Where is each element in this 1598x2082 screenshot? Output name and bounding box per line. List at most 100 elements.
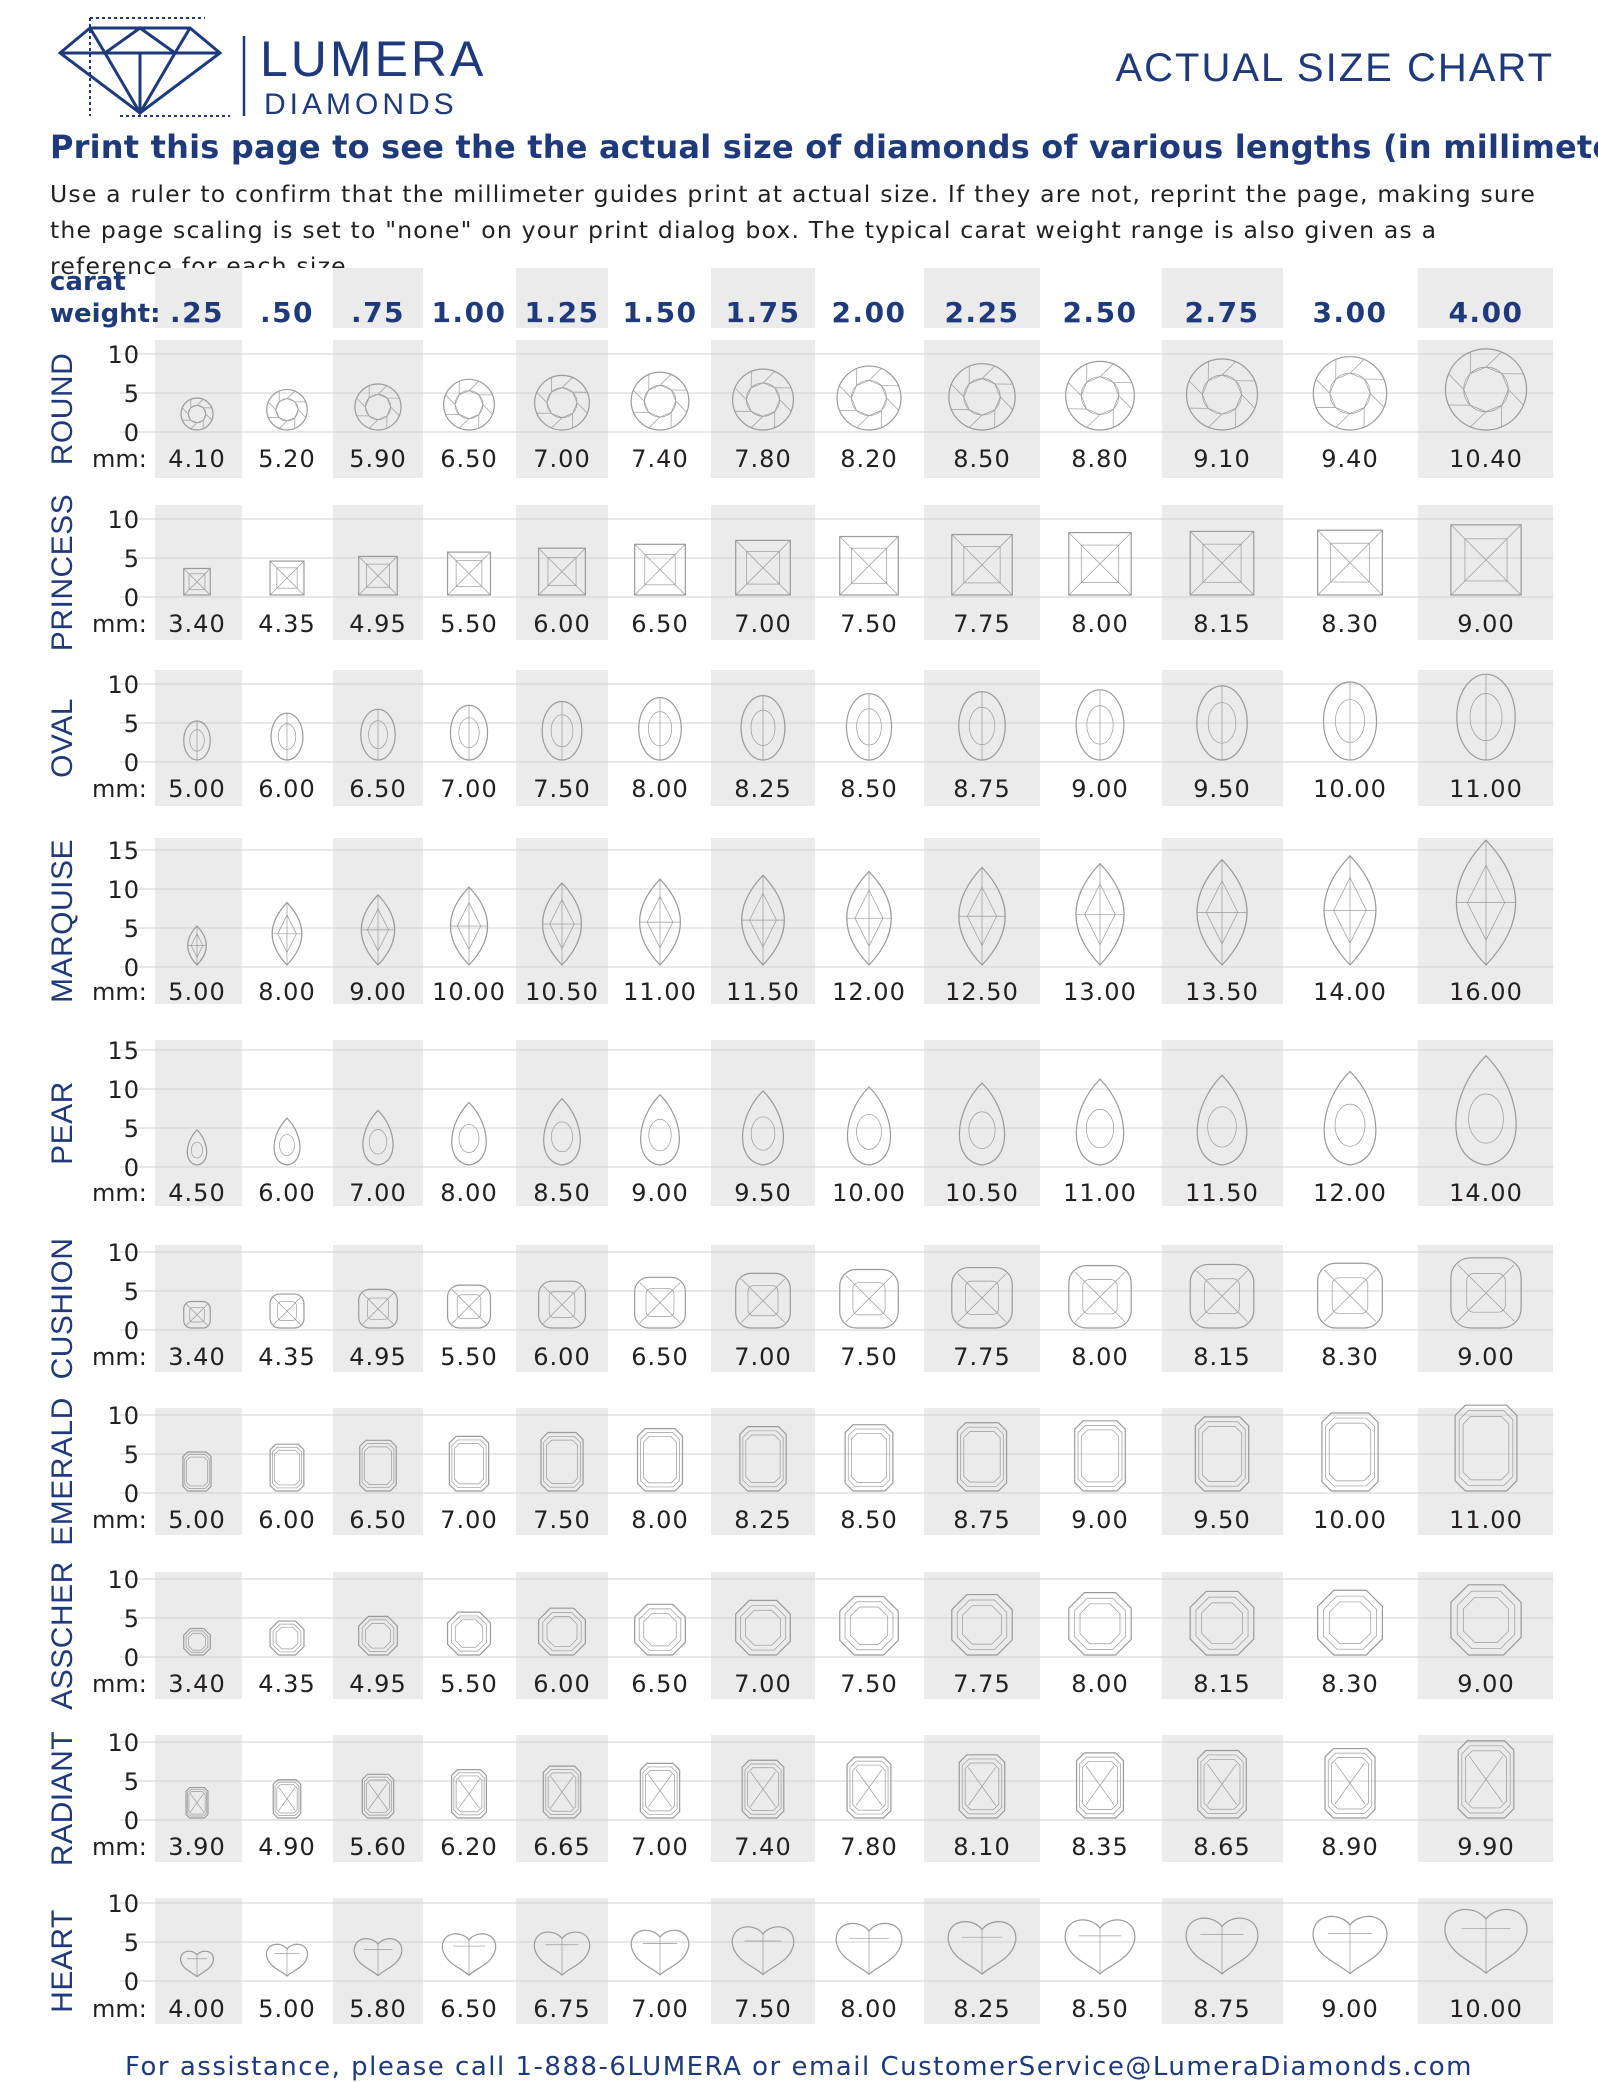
mm-value: 8.50 [840,775,897,803]
shape-name-label: RADIANT [46,1731,79,1866]
mm-value: 11.50 [726,978,800,1006]
mm-value: 5.00 [168,1506,225,1534]
mm-value: 4.35 [258,1343,315,1371]
mm-value: 8.50 [840,1506,897,1534]
shape-name-label: ASSCHER [46,1561,79,1710]
scale-tick-label: 0 [124,419,140,447]
mm-value: 4.35 [258,610,315,638]
mm-value: 8.65 [1193,1833,1250,1861]
mm-value: 6.50 [349,1506,406,1534]
mm-value: 9.10 [1193,445,1250,473]
scale-tick-label: 5 [124,380,140,408]
carat-weight-8: 2.25 [944,296,1019,329]
mm-label: mm: [92,610,147,638]
mm-value: 5.60 [349,1833,406,1861]
mm-value: 5.20 [258,445,315,473]
mm-value: 6.20 [440,1833,497,1861]
scale-tick-label: 10 [107,1402,140,1430]
mm-value: 7.80 [840,1833,897,1861]
mm-label: mm: [92,445,147,473]
mm-value: 6.00 [258,1506,315,1534]
carat-weight-9: 2.50 [1062,296,1137,329]
scale-tick-label: 10 [107,1566,140,1594]
shape-name-label: PEAR [46,1081,79,1165]
mm-value: 7.50 [734,1995,791,2023]
mm-value: 4.95 [349,1343,406,1371]
scale-tick-label: 5 [124,1605,140,1633]
mm-value: 7.00 [533,445,590,473]
mm-value: 6.50 [631,1670,688,1698]
mm-label: mm: [92,1343,147,1371]
mm-value: 6.00 [533,1670,590,1698]
mm-label: mm: [92,1833,147,1861]
mm-value: 6.00 [533,1343,590,1371]
mm-label: mm: [92,775,147,803]
mm-value: 6.65 [533,1833,590,1861]
mm-value: 14.00 [1449,1179,1523,1207]
scale-tick-label: 10 [107,1729,140,1757]
mm-value: 7.50 [533,775,590,803]
mm-value: 4.10 [168,445,225,473]
mm-value: 9.50 [1193,1506,1250,1534]
mm-value: 7.75 [953,1343,1010,1371]
scale-tick-label: 5 [124,1441,140,1469]
mm-value: 6.50 [440,445,497,473]
mm-value: 7.50 [533,1506,590,1534]
shape-name-label: EMERALD [46,1397,79,1546]
mm-value: 10.00 [1313,1506,1387,1534]
mm-value: 8.50 [1071,1995,1128,2023]
scale-tick-label: 0 [124,749,140,777]
mm-value: 10.00 [1313,775,1387,803]
mm-value: 5.50 [440,1670,497,1698]
mm-value: 7.00 [631,1995,688,2023]
mm-value: 13.50 [1185,978,1259,1006]
mm-value: 9.00 [1071,775,1128,803]
mm-value: 10.50 [945,1179,1019,1207]
carat-weight-7: 2.00 [831,296,906,329]
mm-value: 8.20 [840,445,897,473]
mm-value: 13.00 [1063,978,1137,1006]
mm-value: 8.00 [1071,1670,1128,1698]
mm-value: 6.00 [258,1179,315,1207]
mm-value: 8.30 [1321,1343,1378,1371]
mm-value: 14.00 [1313,978,1387,1006]
mm-label: mm: [92,978,147,1006]
mm-value: 9.50 [734,1179,791,1207]
scale-tick-label: 5 [124,545,140,573]
carat-weight-10: 2.75 [1184,296,1259,329]
mm-label: mm: [92,1995,147,2023]
mm-value: 4.95 [349,1670,406,1698]
mm-value: 10.50 [525,978,599,1006]
mm-value: 3.40 [168,1670,225,1698]
carat-weight-2: .75 [351,296,405,329]
carat-weight-5: 1.50 [622,296,697,329]
mm-value: 6.50 [349,775,406,803]
mm-value: 9.00 [1457,610,1514,638]
mm-value: 6.00 [533,610,590,638]
scale-tick-label: 0 [124,1317,140,1345]
mm-value: 7.50 [840,610,897,638]
shape-name-label: MARQUISE [46,839,79,1003]
mm-value: 8.35 [1071,1833,1128,1861]
mm-value: 11.00 [1449,1506,1523,1534]
mm-value: 10.40 [1449,445,1523,473]
scale-tick-label: 10 [107,341,140,369]
mm-label: mm: [92,1179,147,1207]
mm-value: 5.90 [349,445,406,473]
mm-value: 4.35 [258,1670,315,1698]
mm-value: 10.00 [832,1179,906,1207]
mm-value: 9.90 [1457,1833,1514,1861]
mm-value: 7.00 [440,775,497,803]
mm-value: 8.75 [953,1506,1010,1534]
mm-value: 9.00 [1457,1670,1514,1698]
carat-weight-4: 1.25 [524,296,599,329]
mm-value: 11.00 [1449,775,1523,803]
mm-label: mm: [92,1670,147,1698]
